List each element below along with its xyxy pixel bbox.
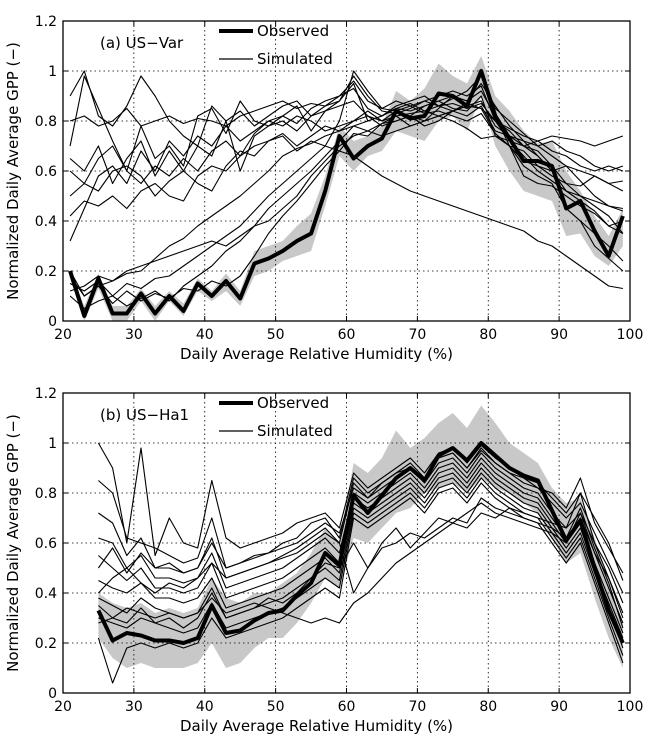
y-axis-label: Normalized Daily Average GPP (−) [4, 414, 22, 672]
simulated-series-line [69, 100, 624, 242]
x-axis-label: Daily Average Relative Humidity (%) [180, 717, 453, 735]
x-tick-label: 40 [196, 327, 214, 343]
y-tick-label: 1 [48, 64, 57, 80]
simulated-series-line [98, 492, 624, 604]
uncertainty-band [98, 405, 623, 668]
x-tick-label: 30 [125, 327, 143, 343]
x-tick-label: 20 [54, 699, 72, 715]
simulated-series-line [69, 70, 623, 210]
observed-series-line [96, 441, 625, 645]
x-tick-label: 100 [617, 327, 644, 343]
y-tick-label: 1.2 [35, 14, 57, 30]
simulated-series-line [97, 442, 624, 581]
x-tick-label: 80 [479, 327, 497, 343]
simulated-series-line [69, 135, 623, 290]
y-tick-label: 0.6 [35, 536, 57, 552]
x-tick-label: 90 [550, 699, 568, 715]
x-tick-label: 50 [267, 699, 285, 715]
legend-observed-label: Observed [257, 22, 329, 40]
simulated-series-line [98, 457, 624, 624]
y-tick-label: 0.2 [35, 636, 57, 652]
x-tick-label: 20 [54, 327, 72, 343]
y-tick-label: 0 [48, 686, 57, 702]
y-tick-label: 0.4 [35, 214, 57, 230]
x-tick-label: 100 [617, 699, 644, 715]
x-tick-label: 40 [196, 699, 214, 715]
simulated-series-line [98, 449, 624, 594]
legend-simulated-label: Simulated [257, 422, 333, 440]
x-tick-label: 50 [267, 327, 285, 343]
x-tick-label: 80 [479, 699, 497, 715]
simulated-series-line [69, 95, 624, 212]
x-tick-label: 60 [338, 327, 356, 343]
simulated-series-line [69, 75, 624, 192]
x-tick-label: 70 [408, 327, 426, 343]
observed-series-line [68, 69, 625, 318]
simulated-series-line [69, 90, 624, 292]
y-tick-label: 1 [48, 436, 57, 452]
x-axis-label: Daily Average Relative Humidity (%) [180, 345, 453, 363]
panel-a: 20 30 40 50 60 70 80 90 100 0 0.2 0.4 0.6 0.8 1 1.2 Dail… [4, 14, 643, 363]
y-tick-label: 0.8 [35, 486, 57, 502]
simulated-series-line [98, 497, 624, 629]
y-tick-label: 0.2 [35, 264, 57, 280]
panel-label: (b) US−Ha1 [100, 406, 189, 424]
legend-simulated-label: Simulated [257, 50, 333, 68]
y-tick-label: 0.6 [35, 164, 57, 180]
x-tick-label: 90 [550, 327, 568, 343]
x-tick-label: 60 [338, 699, 356, 715]
y-tick-label: 1.2 [35, 386, 57, 402]
y-axis-label: Normalized Daily Average GPP (−) [4, 42, 22, 300]
y-tick-label: 0.8 [35, 114, 57, 130]
x-tick-label: 70 [408, 699, 426, 715]
panel-label: (a) US−Var [100, 34, 184, 52]
simulated-series-line [69, 70, 624, 297]
y-tick-label: 0 [48, 314, 57, 330]
simulated-series-line [69, 105, 624, 297]
x-tick-label: 30 [125, 699, 143, 715]
simulated-series-line [98, 467, 624, 639]
simulated-series-line [97, 447, 624, 574]
panel-b: 20 30 40 50 60 70 80 90 100 0 0.2 0.4 0.6 0.8 1 1.2 Dail… [4, 386, 643, 735]
legend-observed-label: Observed [257, 394, 329, 412]
y-tick-label: 0.4 [35, 586, 57, 602]
simulated-series-line [98, 502, 624, 624]
